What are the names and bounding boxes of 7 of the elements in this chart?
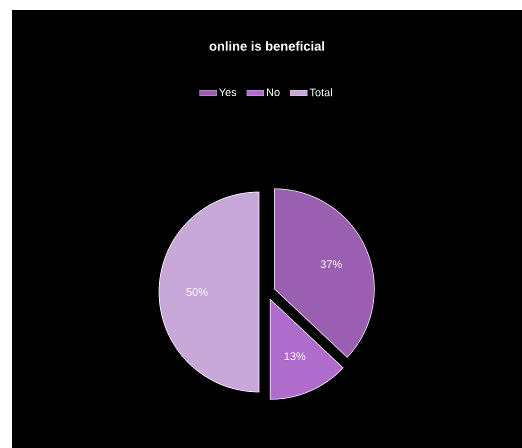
data-label: 37%	[320, 260, 342, 268]
chart-title: online is beneficial	[210, 41, 324, 51]
data-label: 13%	[284, 352, 306, 360]
data-label: 50%	[186, 288, 208, 296]
legend-label: Total	[310, 88, 332, 96]
legend-label: No	[266, 88, 280, 96]
legend-label: Yes	[219, 88, 236, 96]
